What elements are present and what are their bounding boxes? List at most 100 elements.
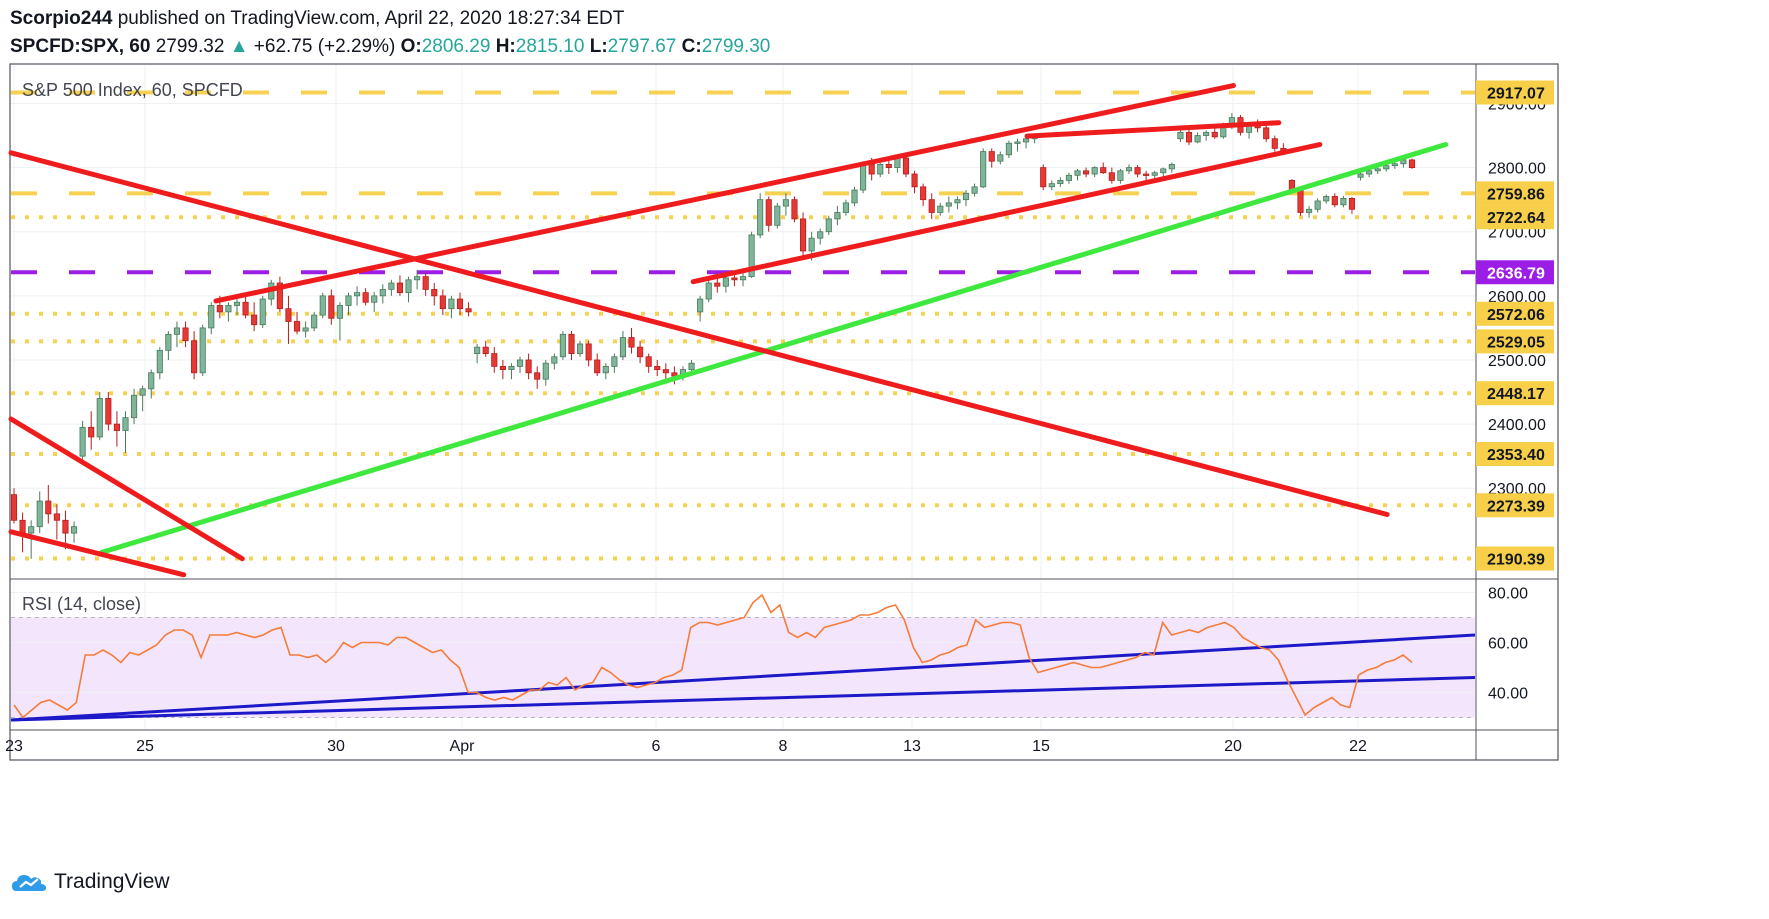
candle [628, 327, 635, 354]
time-tick-label: 22 [1349, 738, 1367, 755]
candle [379, 284, 386, 304]
author-name[interactable]: Scorpio244 [10, 8, 113, 29]
candle [113, 411, 120, 447]
candle-body [1297, 189, 1304, 213]
candle-body [954, 199, 961, 204]
candle-body [928, 199, 935, 213]
price-level-label: 2273.39 [1487, 498, 1545, 515]
candle-body [1263, 127, 1270, 140]
candle-body [182, 327, 189, 342]
candle-body [714, 282, 721, 287]
candle [1040, 164, 1047, 191]
candle-body [1331, 196, 1338, 206]
candle [611, 353, 618, 373]
candle-body [1357, 173, 1364, 178]
red-trendline [1024, 120, 1282, 139]
candle [637, 340, 644, 364]
candle [388, 279, 395, 296]
candle [79, 420, 86, 460]
candle [1314, 198, 1321, 213]
candle-body [388, 282, 395, 290]
candle [1108, 167, 1115, 184]
candle [105, 392, 112, 431]
candle [319, 292, 326, 319]
candle-body [1314, 200, 1321, 210]
candle-body [79, 426, 86, 457]
price-level-label: 2636.79 [1487, 265, 1545, 282]
time-tick-label: 8 [779, 738, 788, 755]
candle [842, 199, 849, 216]
candle-body [1143, 173, 1150, 176]
candle [156, 347, 163, 380]
candle-body [782, 199, 789, 207]
publish-info: Scorpio244 published on TradingView.com,… [10, 8, 624, 30]
price-level-tag [1476, 301, 1554, 326]
candle-body [1057, 180, 1064, 185]
candle-body [534, 372, 541, 380]
candle-body [302, 327, 309, 332]
candle-body [722, 277, 729, 287]
candle-body [1100, 167, 1107, 174]
candle-body [817, 231, 824, 239]
candle [1057, 177, 1064, 187]
candle [345, 292, 352, 316]
candle [285, 295, 292, 344]
footer-brand[interactable]: TradingView [54, 870, 170, 893]
candle [1048, 180, 1055, 191]
candle-body [911, 173, 918, 188]
candle [242, 295, 249, 319]
candle-body [156, 349, 163, 374]
candle [362, 288, 369, 306]
candle-body [748, 234, 755, 278]
candle-body [1348, 197, 1356, 210]
candle-body [637, 346, 644, 358]
candle [1185, 129, 1193, 146]
candle [1117, 168, 1124, 184]
candle [619, 331, 627, 360]
open-label: O: [400, 36, 422, 57]
candle-body [1160, 168, 1167, 174]
price-level-tag [1476, 329, 1554, 354]
candle-body [1323, 196, 1330, 202]
candle [594, 353, 601, 377]
rsi-pane: 40.00 60.00 80.00 RSI (14, close) [10, 586, 1528, 722]
candle-body [28, 526, 35, 534]
candle [902, 153, 910, 178]
candle [551, 353, 558, 370]
candle [251, 302, 258, 332]
candle [1263, 123, 1270, 142]
candle-body [697, 298, 704, 313]
candle [28, 520, 35, 559]
symbol-name[interactable]: SPCFD:SPX, 60 [10, 36, 151, 57]
candle-body [1391, 163, 1398, 167]
candle [508, 363, 515, 380]
price-level-label: 2190.39 [1487, 552, 1545, 569]
candle [499, 359, 506, 380]
time-tick-label: 30 [327, 738, 345, 755]
candle-body [937, 205, 944, 213]
candle [722, 275, 729, 293]
candle-body [885, 163, 892, 169]
candle-body [688, 362, 695, 370]
candle [328, 289, 335, 325]
candle [1091, 166, 1098, 178]
candle [302, 321, 309, 338]
candle-body [868, 163, 875, 175]
candle [1271, 135, 1278, 152]
candle-body [285, 308, 292, 322]
candle-body [456, 298, 464, 310]
horizontal-levels: 2917.07 2759.86 2722.64 2636.79 2572.06 2529.… [11, 80, 1554, 571]
candle-body [88, 426, 95, 438]
tradingview-logo-icon [12, 875, 46, 891]
candle [448, 295, 455, 319]
candle-body [1083, 170, 1090, 175]
candle [1323, 194, 1330, 204]
candle-body [997, 154, 1004, 162]
candle [602, 363, 609, 380]
candle-body [319, 295, 326, 316]
candle [1194, 132, 1201, 144]
candle-body [1168, 163, 1175, 170]
candle-body [1151, 172, 1158, 176]
candle-body [594, 359, 601, 374]
